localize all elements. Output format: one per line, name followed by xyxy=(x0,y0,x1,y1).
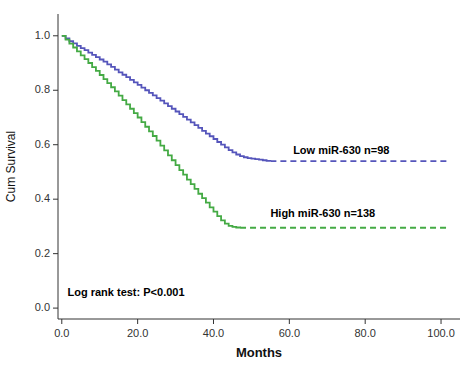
y-tick-label: 0.0 xyxy=(35,301,50,313)
annotation: High miR-630 n=138 xyxy=(270,207,375,219)
y-tick xyxy=(53,144,58,145)
survival-curve xyxy=(62,36,271,161)
y-axis-line xyxy=(58,14,59,319)
x-tick-label: 60.0 xyxy=(279,327,300,339)
plot-area xyxy=(62,36,449,228)
y-tick xyxy=(53,308,58,309)
censored-tail xyxy=(240,227,449,229)
y-tick xyxy=(53,199,58,200)
survival-curve xyxy=(62,36,240,228)
y-tick xyxy=(53,90,58,91)
x-tick xyxy=(365,319,366,324)
annotations: Low miR-630 n=98 High miR-630 n=138 Log ra… xyxy=(67,144,389,298)
x-tick-label: 100.0 xyxy=(427,327,455,339)
x-axis-line xyxy=(58,319,460,320)
x-tick xyxy=(137,319,138,324)
x-tick-label: 20.0 xyxy=(127,327,148,339)
annotation: Low miR-630 n=98 xyxy=(293,144,389,156)
chart: 0.0 20.0 40.0 60.0 80.0 100.0 0.0 0.2 0.4 0.6 0.8 1… xyxy=(0,0,474,365)
x-tick xyxy=(61,319,62,324)
x-tick xyxy=(441,319,442,324)
y-tick-label: 0.4 xyxy=(35,192,50,204)
y-tick-label: 0.2 xyxy=(35,247,50,259)
y-tick-label: 1.0 xyxy=(35,29,50,41)
y-tick-label: 0.8 xyxy=(35,83,50,95)
x-tick-label: 0.0 xyxy=(54,327,69,339)
censored-tail xyxy=(270,160,448,162)
x-tick xyxy=(289,319,290,324)
x-tick-label: 40.0 xyxy=(203,327,224,339)
y-axis-label: Cum Survival xyxy=(4,131,18,202)
axes: 0.0 20.0 40.0 60.0 80.0 100.0 0.0 0.2 0.4 0.6 0.8 1… xyxy=(35,14,460,339)
x-tick xyxy=(213,319,214,324)
y-tick xyxy=(53,35,58,36)
x-tick-label: 80.0 xyxy=(354,327,375,339)
y-tick-label: 0.6 xyxy=(35,138,50,150)
annotation: Log rank test: P<0.001 xyxy=(67,286,184,298)
y-tick xyxy=(53,253,58,254)
x-axis-label: Months xyxy=(236,345,282,360)
